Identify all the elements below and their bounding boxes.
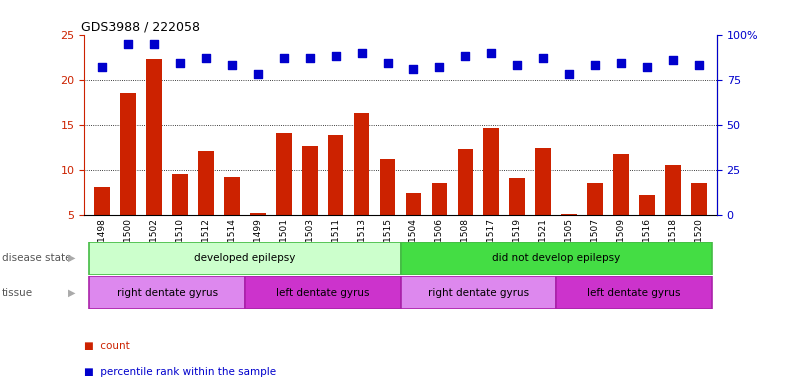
Point: [355, 50, 368, 56]
Bar: [328, 135, 344, 215]
Bar: [457, 149, 473, 215]
Point: [641, 64, 654, 70]
Bar: [354, 113, 369, 215]
Point: [537, 55, 549, 61]
Point: [381, 60, 394, 66]
Bar: [224, 177, 239, 215]
Bar: [89, 276, 245, 309]
Point: [485, 50, 497, 56]
Bar: [665, 164, 681, 215]
Point: [147, 41, 160, 47]
Bar: [509, 178, 525, 215]
Point: [199, 55, 212, 61]
Bar: [120, 93, 136, 215]
Bar: [380, 159, 396, 215]
Point: [562, 71, 575, 77]
Bar: [245, 276, 400, 309]
Text: ■  percentile rank within the sample: ■ percentile rank within the sample: [84, 367, 276, 377]
Point: [433, 64, 446, 70]
Bar: [405, 194, 421, 215]
Bar: [400, 242, 712, 275]
Text: right dentate gyrus: right dentate gyrus: [428, 288, 529, 298]
Bar: [89, 242, 400, 275]
Bar: [302, 146, 317, 215]
Text: left dentate gyrus: left dentate gyrus: [587, 288, 681, 298]
Point: [329, 53, 342, 59]
Point: [96, 64, 109, 70]
Bar: [562, 214, 577, 215]
Text: right dentate gyrus: right dentate gyrus: [116, 288, 218, 298]
Point: [666, 57, 679, 63]
Bar: [613, 154, 629, 215]
Point: [692, 62, 705, 68]
Point: [407, 66, 420, 72]
Point: [122, 41, 135, 47]
Bar: [276, 133, 292, 215]
Text: ■  count: ■ count: [84, 341, 130, 351]
Point: [304, 55, 316, 61]
Text: left dentate gyrus: left dentate gyrus: [276, 288, 369, 298]
Bar: [556, 276, 712, 309]
Point: [174, 60, 187, 66]
Bar: [172, 174, 188, 215]
Bar: [250, 213, 266, 215]
Text: tissue: tissue: [2, 288, 33, 298]
Bar: [484, 127, 499, 215]
Bar: [400, 276, 556, 309]
Bar: [95, 187, 110, 215]
Bar: [198, 151, 214, 215]
Text: disease state: disease state: [2, 253, 71, 263]
Text: ▶: ▶: [68, 288, 75, 298]
Point: [252, 71, 264, 77]
Point: [226, 62, 239, 68]
Point: [459, 53, 472, 59]
Bar: [535, 148, 551, 215]
Bar: [587, 182, 603, 215]
Text: GDS3988 / 222058: GDS3988 / 222058: [81, 20, 200, 33]
Bar: [147, 59, 162, 215]
Text: ▶: ▶: [68, 253, 75, 263]
Point: [589, 62, 602, 68]
Bar: [691, 182, 706, 215]
Text: developed epilepsy: developed epilepsy: [194, 253, 296, 263]
Text: did not develop epilepsy: did not develop epilepsy: [492, 253, 620, 263]
Bar: [432, 182, 447, 215]
Point: [614, 60, 627, 66]
Point: [511, 62, 524, 68]
Point: [277, 55, 290, 61]
Bar: [639, 195, 654, 215]
